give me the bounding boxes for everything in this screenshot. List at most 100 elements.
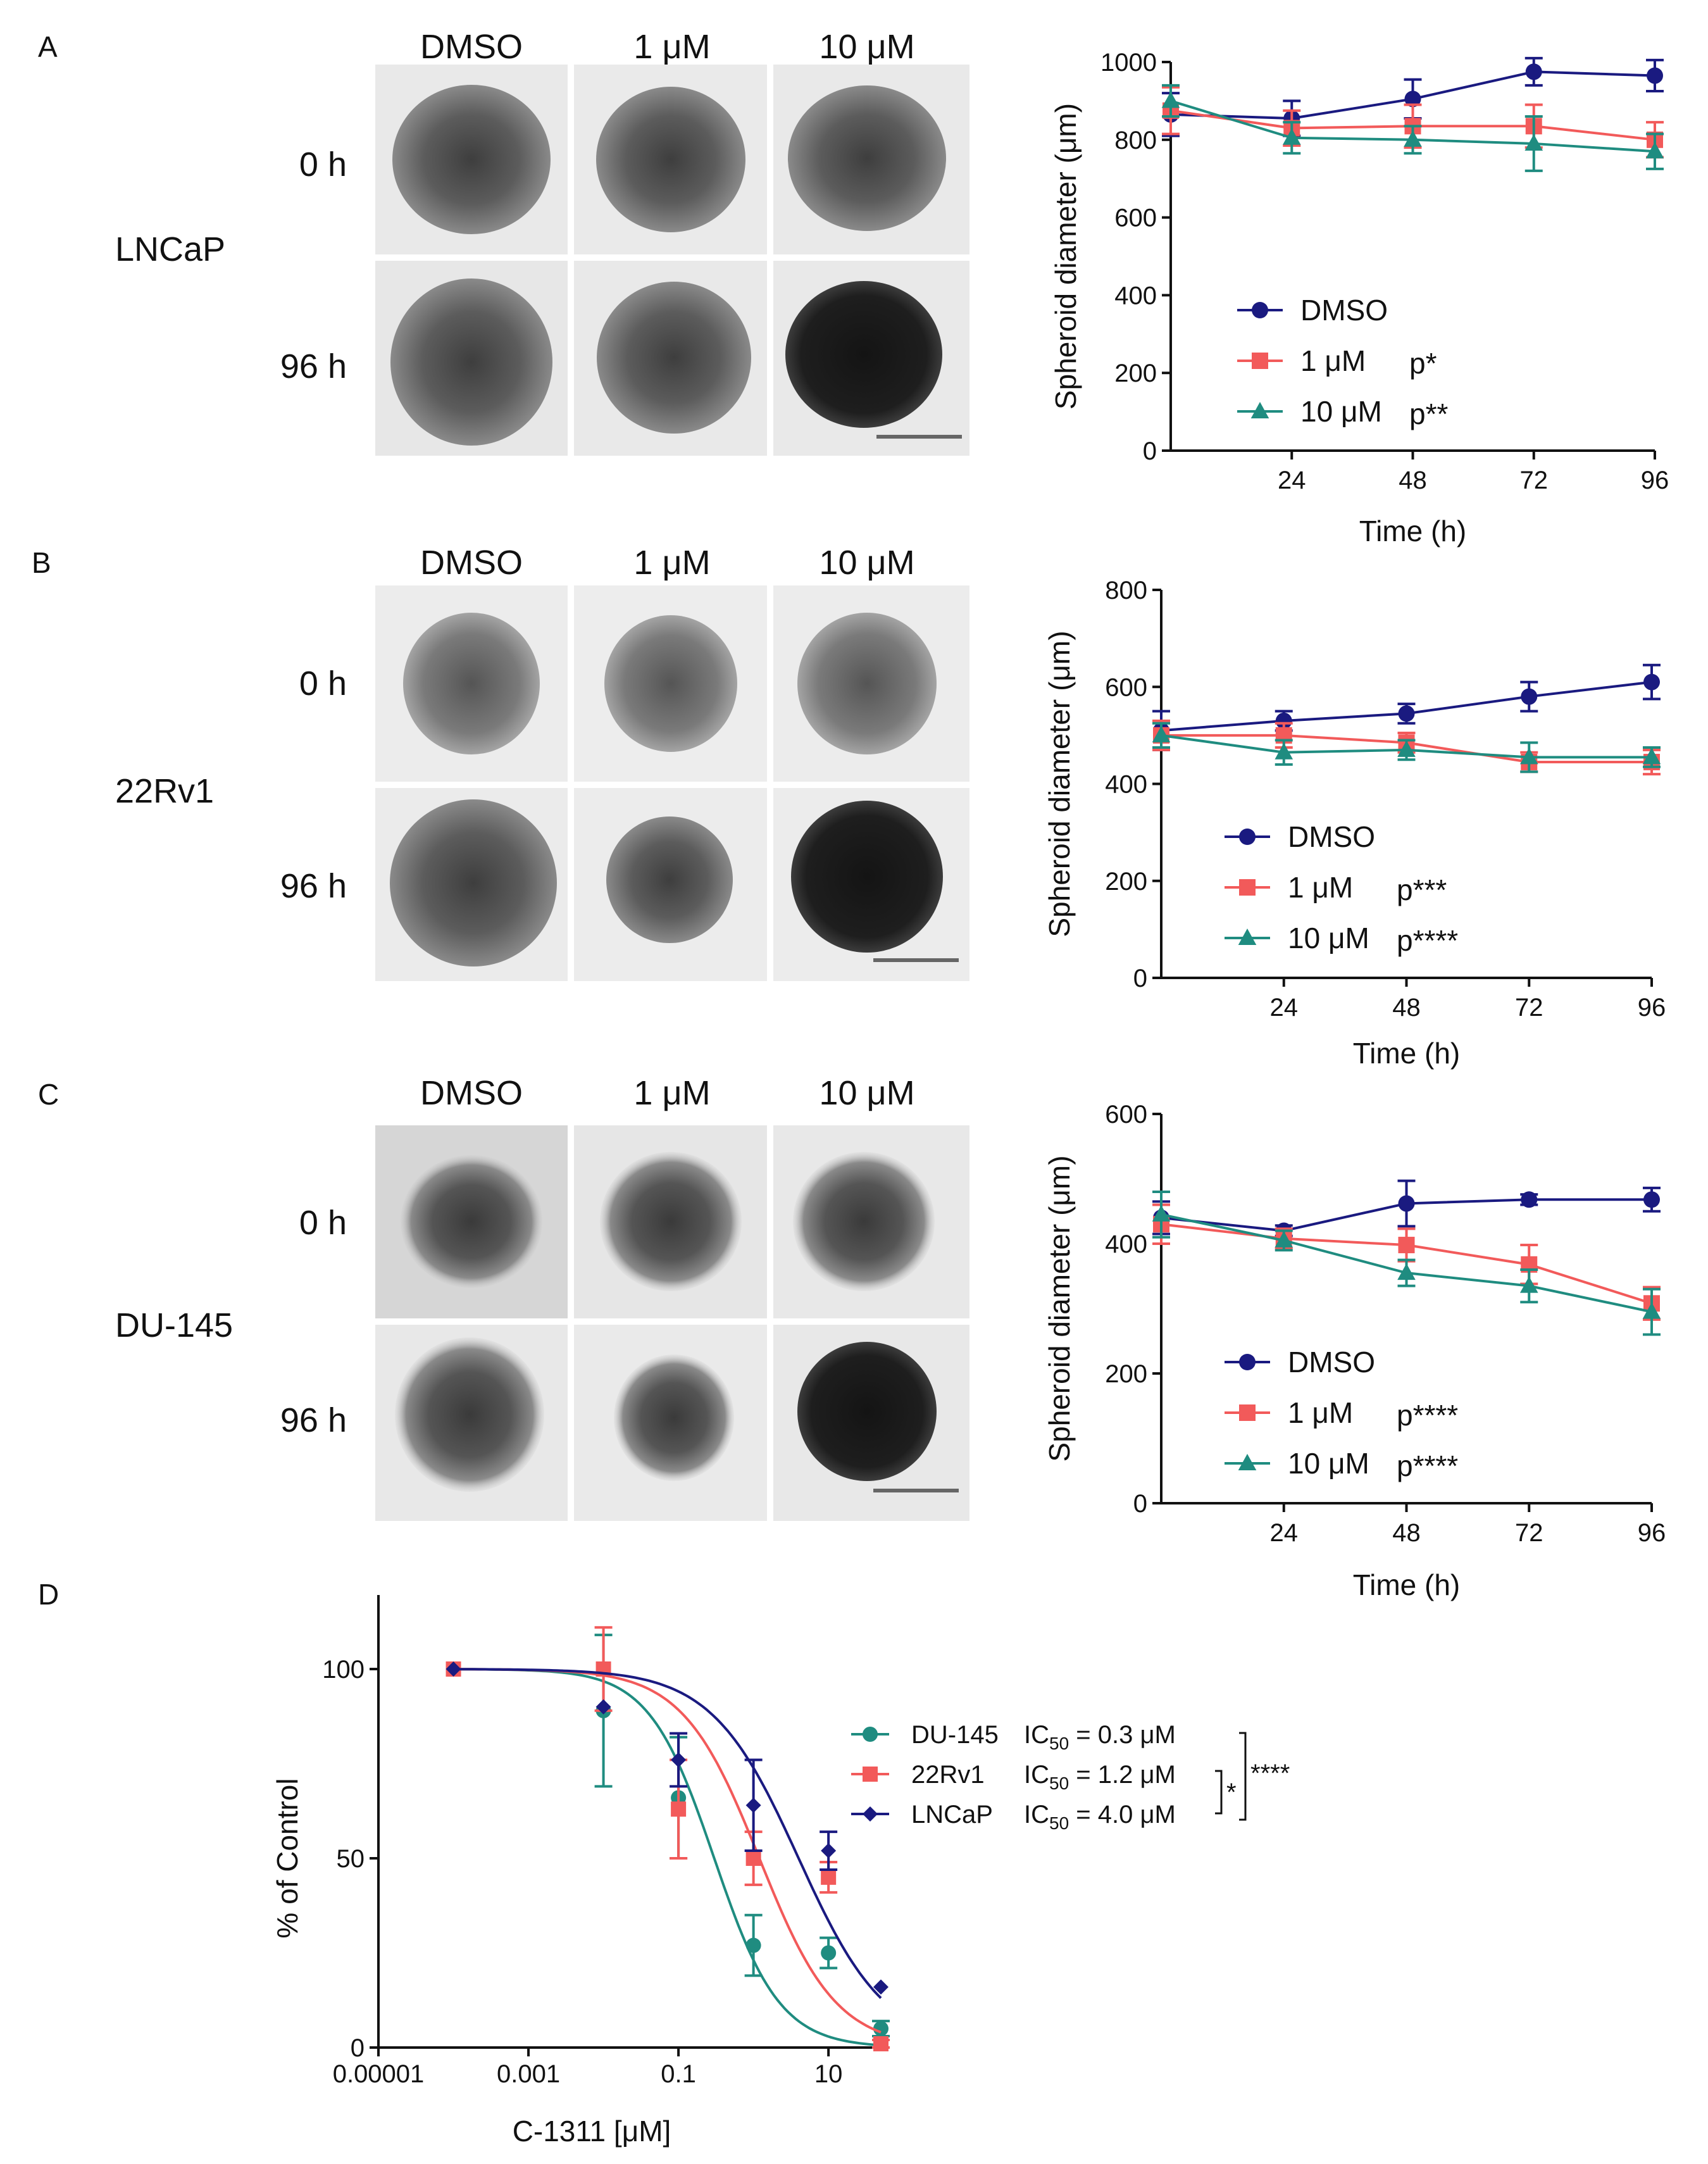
x-axis-title: C-1311 [μM] <box>513 2115 671 2148</box>
x-tick-label: 24 <box>1278 466 1306 494</box>
data-point-dmso <box>1521 688 1538 705</box>
spheroid <box>390 799 557 966</box>
x-tick-label: 0.00001 <box>333 2060 425 2088</box>
x-tick-label: 10 <box>814 2060 843 2088</box>
y-tick-label: 600 <box>1105 1101 1147 1129</box>
significance-label: **** <box>1250 1760 1290 1787</box>
data-point-dmso <box>1643 673 1660 691</box>
data-point-22rv1 <box>745 1851 761 1866</box>
ic50-value: = 1.2 μM <box>1069 1761 1176 1789</box>
x-tick-label: 48 <box>1392 994 1421 1022</box>
y-axis-title: Spheroid diameter (μm) <box>1043 630 1076 937</box>
panel-letter-b: B <box>32 546 51 579</box>
legend-label-dmso: DMSO <box>1288 820 1375 853</box>
spheroid <box>785 281 942 428</box>
panel-letter-a: A <box>38 30 58 63</box>
legend-label-10um: 10 μM <box>1288 1447 1369 1480</box>
x-tick-label: 72 <box>1515 1519 1543 1547</box>
cell-line-label-22rv1: 22Rv1 <box>115 772 214 810</box>
data-point-dmso <box>1521 1191 1538 1208</box>
legend-significance-10um: p** <box>1409 397 1448 430</box>
x-tick-label: 24 <box>1270 994 1299 1022</box>
data-point-22rv1 <box>671 1801 687 1817</box>
legend-significance-10um: p**** <box>1397 924 1458 957</box>
spheroid <box>600 1152 742 1291</box>
ic50-label-du145: IC50 = 0.3 μM <box>1024 1721 1176 1753</box>
spheroid <box>395 1337 544 1492</box>
data-point-lncap <box>446 1661 461 1677</box>
legend-label-dmso: DMSO <box>1288 1346 1375 1379</box>
data-point-10um <box>1161 91 1180 108</box>
ic50-label-22rv1: IC50 = 1.2 μM <box>1024 1761 1176 1793</box>
column-label-1um: 1 μM <box>633 544 710 582</box>
ic50-subscript: 50 <box>1049 1813 1069 1833</box>
y-tick-label: 200 <box>1105 1360 1147 1388</box>
y-tick-label: 400 <box>1105 771 1147 799</box>
y-tick-label: 600 <box>1114 204 1157 232</box>
data-point-10um <box>1404 130 1422 147</box>
legend-marker-1um <box>1252 353 1268 369</box>
y-tick-label: 800 <box>1105 577 1147 604</box>
image-grid-c: DMSO 1 μM 10 μM 0 h 96 h DU-145 <box>115 1074 969 1521</box>
ic50-subscript: 50 <box>1049 1773 1069 1793</box>
column-label-10um: 10 μM <box>819 544 914 582</box>
data-point-10um <box>1397 1263 1416 1280</box>
data-point-1um <box>1398 1237 1415 1254</box>
y-tick-label: 0 <box>1133 1490 1147 1518</box>
row-label-96h: 96 h <box>280 1401 347 1439</box>
image-grid-a: DMSO 1 μM 10 μM 0 h 96 h LNCaP <box>115 28 969 456</box>
data-point-10um <box>1152 725 1171 742</box>
data-point-du145 <box>821 1945 837 1961</box>
chart-du145-growth: 0 200 400 600 24 48 72 96 Time (h) Spheroid diame… <box>1043 1101 1666 1601</box>
legend-marker-dmso <box>1239 1354 1256 1370</box>
data-point-10um <box>1275 1230 1293 1248</box>
spheroid <box>788 85 946 231</box>
spheroid <box>401 1155 542 1288</box>
chart-lncap-growth: 0 200 400 600 800 1000 24 48 72 96 Time (h) Spheroi… <box>1049 49 1669 547</box>
image-grid-b: DMSO 1 μM 10 μM 0 h 96 h 22Rv1 <box>115 544 969 981</box>
panel-letter-d: D <box>38 1578 59 1611</box>
legend-label-22rv1: 22Rv1 <box>911 1761 985 1789</box>
data-point-dmso <box>1647 67 1663 84</box>
data-point-du145 <box>745 1937 761 1953</box>
legend-label-10um: 10 μM <box>1288 922 1369 954</box>
data-point-lncap <box>745 1798 761 1813</box>
legend-significance-1um: p* <box>1409 347 1437 380</box>
spheroid <box>791 801 943 953</box>
legend-marker-1um <box>1239 1404 1256 1421</box>
legend-label-1um: 1 μM <box>1300 344 1366 377</box>
legend-significance-1um: p*** <box>1397 873 1447 906</box>
significance-bracket <box>1215 1770 1223 1815</box>
cell-line-label-du145: DU-145 <box>115 1306 233 1344</box>
column-label-10um: 10 μM <box>819 28 914 66</box>
data-point-dmso <box>1398 1195 1415 1212</box>
data-point-22rv1 <box>873 2036 888 2052</box>
spheroid <box>604 615 737 752</box>
spheroid <box>793 1152 935 1291</box>
y-axis-title: Spheroid diameter (μm) <box>1043 1155 1076 1461</box>
data-point-22rv1 <box>821 1869 837 1885</box>
y-tick-label: 0 <box>351 2034 365 2062</box>
y-tick-label: 0 <box>1133 965 1147 992</box>
legend-label-10um: 10 μM <box>1300 395 1382 428</box>
x-tick-label: 24 <box>1270 1519 1299 1547</box>
ic50-prefix: IC <box>1024 1721 1049 1749</box>
spheroid <box>403 613 540 754</box>
data-point-lncap <box>671 1752 687 1768</box>
legend-marker-10um <box>1238 1454 1257 1471</box>
row-label-0h: 0 h <box>299 665 347 703</box>
legend-label-lncap: LNCaP <box>911 1801 993 1829</box>
x-tick-label: 72 <box>1520 466 1549 494</box>
y-tick-label: 50 <box>337 1845 365 1873</box>
y-tick-label: 600 <box>1105 673 1147 701</box>
data-point-lncap <box>595 1699 611 1715</box>
spheroid <box>614 1354 734 1481</box>
ic50-subscript: 50 <box>1049 1734 1069 1753</box>
chart-22rv1-growth: 0 200 400 600 800 24 48 72 96 Time (h) Spheroid di… <box>1043 577 1666 1070</box>
x-tick-label: 0.1 <box>661 2060 696 2088</box>
column-label-dmso: DMSO <box>420 1074 523 1112</box>
data-point-dmso <box>1404 91 1421 108</box>
data-point-du145 <box>873 2021 888 2037</box>
x-axis-title: Time (h) <box>1359 515 1467 547</box>
y-axis-title: % of Control <box>271 1778 304 1938</box>
